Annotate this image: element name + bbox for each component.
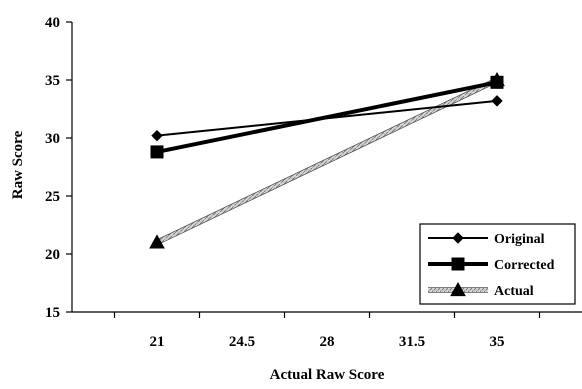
legend-item-corrected: Corrected xyxy=(428,257,555,273)
x-tick-label: 35 xyxy=(490,334,505,350)
series xyxy=(149,71,505,249)
y-tick-label: 40 xyxy=(45,15,60,31)
data-point-triangle xyxy=(450,281,466,297)
series-line-actual-hatch xyxy=(156,79,498,244)
data-point-diamond xyxy=(452,232,464,244)
series-line-original xyxy=(156,99,498,137)
axis-ticks: 15 20 25 30 35 40 21 24.5 28 31.5 35 xyxy=(45,15,541,350)
legend: Original Corrected Actual xyxy=(419,223,576,305)
y-tick-label: 30 xyxy=(45,131,60,147)
legend-label: Original xyxy=(494,232,545,247)
legend-label: Corrected xyxy=(494,258,555,273)
axes xyxy=(71,22,582,313)
legend-items: Original Corrected Actual xyxy=(428,232,555,299)
data-point-diamond xyxy=(151,129,163,142)
series-actual xyxy=(149,71,505,249)
data-point-square xyxy=(150,145,164,159)
data-point-square xyxy=(451,257,465,271)
y-tick-label: 15 xyxy=(45,305,60,321)
x-axis-label: Actual Raw Score xyxy=(270,367,385,383)
data-point-square xyxy=(490,75,504,89)
series-original xyxy=(151,95,503,142)
x-tick-label: 31.5 xyxy=(399,334,425,350)
series-corrected xyxy=(150,75,504,159)
y-tick-label: 35 xyxy=(45,73,60,89)
x-tick-label: 28 xyxy=(320,334,335,350)
y-axis-label: Raw Score xyxy=(10,130,26,199)
y-tick-label: 25 xyxy=(45,189,60,205)
legend-item-original: Original xyxy=(428,232,545,247)
y-tick-label: 20 xyxy=(45,247,60,263)
legend-label: Actual xyxy=(494,284,534,299)
legend-item-actual: Actual xyxy=(428,281,534,299)
series-line-corrected xyxy=(156,80,498,154)
x-tick-label: 21 xyxy=(150,334,165,350)
data-point-triangle xyxy=(149,234,165,249)
data-point-diamond xyxy=(491,95,503,107)
x-tick-label: 24.5 xyxy=(229,334,255,350)
